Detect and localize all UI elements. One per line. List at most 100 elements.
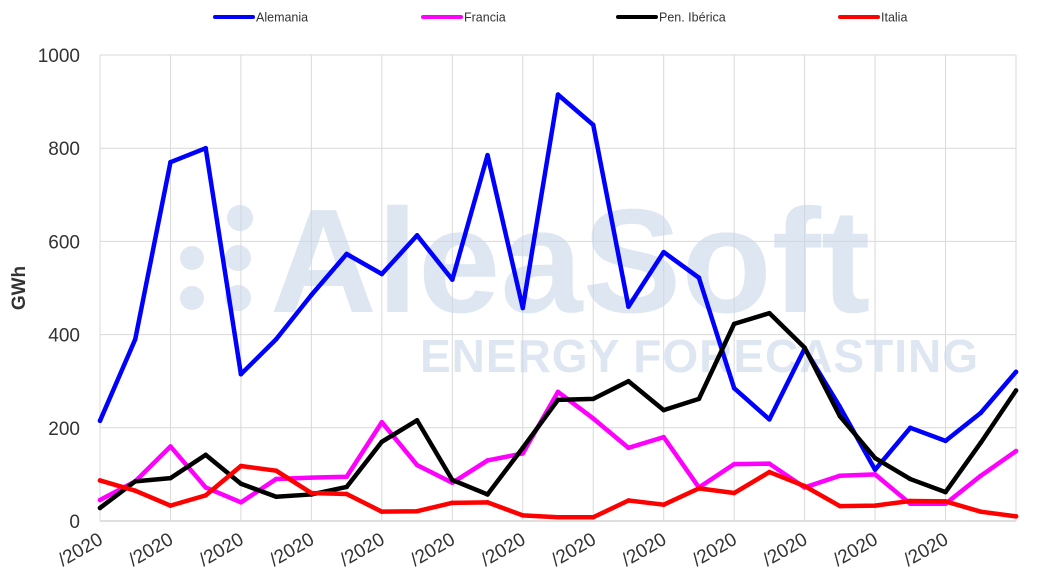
data-point-italia xyxy=(1013,514,1019,519)
data-point-francia xyxy=(379,419,385,425)
data-point-pen-ib-rica xyxy=(97,505,103,511)
data-point-italia xyxy=(132,488,138,494)
x-tick-label: /2020 xyxy=(689,529,741,571)
data-point-francia xyxy=(309,475,314,480)
data-point-alemania xyxy=(767,417,772,422)
data-point-italia xyxy=(908,498,913,504)
x-tick-label: /2020 xyxy=(407,529,459,571)
watermark-tagline: ENERGY FORECASTING xyxy=(420,330,979,382)
legend-item-italia[interactable]: Italia xyxy=(838,11,907,25)
legend-label: Italia xyxy=(881,11,907,25)
x-tick-label: /2020 xyxy=(266,529,318,571)
data-point-alemania xyxy=(837,404,843,410)
data-point-francia xyxy=(97,497,103,503)
x-tick-label: /2020 xyxy=(478,529,530,571)
watermark-dot xyxy=(180,286,204,310)
data-point-alemania xyxy=(978,410,984,416)
data-point-pen-ib-rica xyxy=(590,396,596,402)
data-point-pen-ib-rica xyxy=(555,397,561,403)
data-point-italia xyxy=(837,503,843,509)
data-point-francia xyxy=(555,389,561,395)
data-point-italia xyxy=(731,490,737,496)
legend-item-francia[interactable]: Francia xyxy=(421,11,506,25)
series-line-italia xyxy=(97,463,1019,520)
legend-item-alemania[interactable]: Alemania xyxy=(213,11,308,25)
watermark-dot xyxy=(225,245,251,271)
data-point-italia xyxy=(661,502,666,507)
data-point-francia xyxy=(767,461,772,466)
data-point-francia xyxy=(1013,448,1019,454)
data-point-italia xyxy=(168,503,173,508)
data-point-pen-ib-rica xyxy=(943,489,948,495)
y-tick-label: 800 xyxy=(48,139,80,160)
watermark-dot xyxy=(227,205,253,231)
data-point-alemania xyxy=(590,122,596,128)
data-point-pen-ib-rica xyxy=(872,455,878,461)
data-point-italia xyxy=(978,509,984,514)
data-point-pen-ib-rica xyxy=(203,452,208,458)
data-point-italia xyxy=(626,498,631,503)
data-point-pen-ib-rica xyxy=(344,484,349,490)
data-point-francia xyxy=(344,474,349,480)
data-point-italia xyxy=(872,503,878,508)
data-point-alemania xyxy=(661,249,666,255)
watermark-dot xyxy=(180,246,204,270)
y-tick-label: 400 xyxy=(48,326,80,347)
legend-item-pen-ib-rica[interactable]: Pen. Ibérica xyxy=(616,11,726,25)
x-tick-label: /2020 xyxy=(196,529,248,571)
data-point-pen-ib-rica xyxy=(520,445,526,451)
data-point-alemania xyxy=(731,385,737,391)
data-point-italia xyxy=(696,486,702,491)
data-point-francia xyxy=(485,458,490,463)
legend-label: Alemania xyxy=(256,11,308,25)
data-point-pen-ib-rica xyxy=(731,321,737,327)
data-point-alemania xyxy=(696,275,702,281)
data-point-francia xyxy=(872,472,878,477)
x-tick-label: /2020 xyxy=(55,529,107,571)
data-point-pen-ib-rica xyxy=(1013,388,1019,393)
data-point-pen-ib-rica xyxy=(837,413,843,419)
data-point-alemania xyxy=(238,371,244,377)
data-point-pen-ib-rica xyxy=(802,345,807,350)
data-point-italia xyxy=(555,514,561,520)
data-point-italia xyxy=(450,500,455,506)
data-point-italia xyxy=(414,508,420,514)
data-point-italia xyxy=(943,499,948,504)
data-point-pen-ib-rica xyxy=(273,494,279,500)
data-point-alemania xyxy=(555,92,561,97)
data-point-alemania xyxy=(872,467,878,473)
data-point-francia xyxy=(414,462,420,468)
data-point-pen-ib-rica xyxy=(168,475,173,481)
data-point-pen-ib-rica xyxy=(696,396,702,402)
data-point-francia xyxy=(203,485,208,490)
data-point-francia xyxy=(238,500,244,505)
data-point-italia xyxy=(309,490,314,496)
data-point-italia xyxy=(485,500,490,505)
y-tick-label: 600 xyxy=(48,232,80,253)
data-point-alemania xyxy=(485,152,490,158)
x-tick-label: /2020 xyxy=(830,529,882,571)
data-point-francia xyxy=(731,461,737,467)
legend: Alemania Francia Pen. Ibérica Italia xyxy=(213,11,907,25)
data-point-pen-ib-rica xyxy=(414,418,420,423)
data-point-alemania xyxy=(97,418,103,424)
y-axis-ticks: 0 200 400 600 800 1000 xyxy=(38,46,80,533)
x-tick-label: /2020 xyxy=(619,529,671,571)
data-point-francia xyxy=(168,444,173,449)
data-point-pen-ib-rica xyxy=(908,476,913,482)
legend-label: Francia xyxy=(464,11,506,25)
data-point-alemania xyxy=(450,277,455,282)
grid xyxy=(99,54,1017,522)
data-point-francia xyxy=(661,434,666,440)
data-point-pen-ib-rica xyxy=(485,492,490,497)
data-point-pen-ib-rica xyxy=(450,477,455,483)
data-point-francia xyxy=(273,476,279,482)
data-point-alemania xyxy=(344,251,349,257)
data-point-italia xyxy=(238,463,244,469)
data-point-pen-ib-rica xyxy=(238,481,244,487)
data-point-italia xyxy=(767,469,772,475)
data-point-alemania xyxy=(414,233,420,238)
data-point-italia xyxy=(203,493,208,498)
data-point-alemania xyxy=(203,145,208,151)
data-point-alemania xyxy=(132,336,138,342)
